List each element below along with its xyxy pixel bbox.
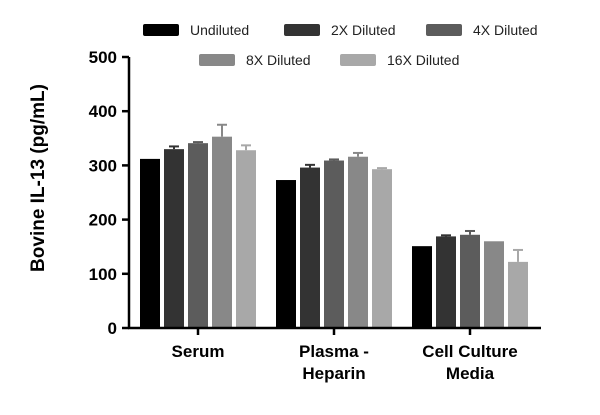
bar-4x-diluted-2 bbox=[324, 160, 344, 328]
legend-swatch-undiluted bbox=[143, 24, 179, 36]
x-category-label: Media bbox=[446, 364, 495, 383]
legend-label-2x-diluted: 2X Diluted bbox=[331, 22, 396, 38]
legend-label-8x-diluted: 8X Diluted bbox=[246, 52, 311, 68]
y-tick-label: 400 bbox=[89, 102, 117, 121]
x-category-label: Plasma - bbox=[299, 342, 369, 361]
bar-16x-diluted-1 bbox=[236, 150, 256, 328]
bar-2x-diluted-1 bbox=[164, 149, 184, 328]
bar-8x-diluted-3 bbox=[484, 241, 504, 328]
legend-label-4x-diluted: 4X Diluted bbox=[473, 22, 538, 38]
y-tick-label: 500 bbox=[89, 48, 117, 67]
y-ticks: 0 100 200 300 400 500 bbox=[89, 48, 129, 338]
legend-swatch-16x-diluted bbox=[340, 54, 376, 66]
y-tick-label: 0 bbox=[108, 319, 117, 338]
legend-label-16x-diluted: 16X Diluted bbox=[387, 52, 459, 68]
bar-4x-diluted-3 bbox=[460, 234, 480, 328]
y-tick-label: 300 bbox=[89, 156, 117, 175]
bar-4x-diluted-1 bbox=[188, 143, 208, 328]
x-category-label: Heparin bbox=[302, 364, 365, 383]
bar-8x-diluted-2 bbox=[348, 156, 368, 328]
bar-undiluted-2 bbox=[276, 180, 296, 328]
legend: Undiluted 2X Diluted 4X Diluted 8X Diluted 1… bbox=[143, 22, 538, 68]
y-axis-label: Bovine IL-13 (pg/mL) bbox=[28, 84, 49, 272]
bar-undiluted-3 bbox=[412, 246, 432, 328]
bar-16x-diluted-3 bbox=[508, 261, 528, 328]
y-tick-label: 200 bbox=[89, 211, 117, 230]
legend-swatch-2x-diluted bbox=[284, 24, 320, 36]
y-tick-label: 100 bbox=[89, 265, 117, 284]
bar-2x-diluted-3 bbox=[436, 236, 456, 328]
legend-label-undiluted: Undiluted bbox=[190, 22, 249, 38]
bar-series bbox=[140, 136, 528, 328]
legend-swatch-4x-diluted bbox=[426, 24, 462, 36]
bar-undiluted-1 bbox=[140, 158, 160, 328]
x-ticks: Serum Plasma - Heparin Cell Culture Media bbox=[172, 328, 518, 383]
bar-16x-diluted-2 bbox=[372, 169, 392, 328]
x-category-label: Cell Culture bbox=[422, 342, 517, 361]
error-bars bbox=[169, 123, 523, 262]
bar-8x-diluted-1 bbox=[212, 136, 232, 328]
x-category-label: Serum bbox=[172, 342, 225, 361]
legend-swatch-8x-diluted bbox=[199, 54, 235, 66]
bar-2x-diluted-2 bbox=[300, 167, 320, 328]
